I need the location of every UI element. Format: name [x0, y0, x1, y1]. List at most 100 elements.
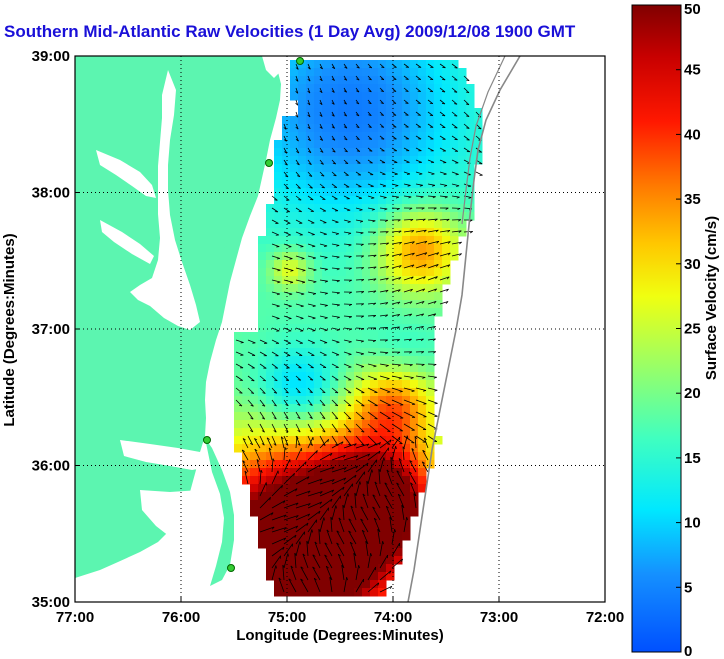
velocity-cell — [426, 396, 435, 405]
velocity-cell — [386, 460, 395, 469]
velocity-cell — [290, 484, 299, 493]
velocity-cell — [258, 500, 267, 509]
chesapeake-tributary-water — [96, 150, 156, 198]
current-vector — [295, 423, 301, 433]
current-vector — [403, 135, 409, 140]
current-vector — [307, 529, 313, 545]
current-vector — [312, 566, 321, 581]
velocity-cell — [402, 444, 411, 453]
current-vector — [386, 469, 393, 485]
velocity-cell — [306, 100, 315, 109]
current-vector-head — [312, 305, 316, 308]
velocity-cell — [410, 332, 419, 341]
current-vector-head — [297, 416, 301, 420]
current-vector — [343, 411, 352, 420]
velocity-cell — [266, 300, 275, 309]
velocity-cell — [418, 92, 427, 101]
velocity-cell — [290, 380, 299, 389]
velocity-cell — [370, 268, 379, 277]
current-vector — [355, 219, 363, 222]
velocity-cell — [362, 132, 371, 141]
current-vector — [319, 231, 327, 235]
velocity-cell — [378, 244, 387, 253]
current-vector-head — [295, 126, 299, 130]
velocity-cell — [250, 492, 259, 501]
current-vector — [307, 99, 311, 106]
velocity-cell — [338, 356, 347, 365]
velocity-cell — [402, 76, 411, 85]
velocity-cell — [258, 332, 267, 341]
current-vector-head — [262, 379, 266, 382]
velocity-cell — [394, 236, 403, 245]
current-vector-head — [306, 522, 309, 526]
current-vector — [427, 123, 434, 128]
velocity-cell — [274, 284, 283, 293]
velocity-cell — [274, 348, 283, 357]
velocity-cell — [266, 292, 275, 301]
velocity-cell — [354, 412, 363, 421]
velocity-cell — [450, 92, 459, 101]
velocity-cell — [314, 156, 323, 165]
velocity-cell — [402, 332, 411, 341]
velocity-cell — [338, 292, 347, 301]
current-vector — [307, 387, 313, 393]
current-vector — [366, 481, 369, 497]
velocity-cell — [330, 348, 339, 357]
velocity-cell — [266, 364, 275, 373]
current-vector-head — [324, 292, 328, 295]
current-vector-head — [295, 114, 299, 118]
current-vector — [439, 75, 446, 81]
current-vector-head — [360, 315, 365, 318]
velocity-cell — [418, 188, 427, 197]
current-vector-head — [368, 90, 372, 93]
current-vector — [295, 219, 303, 224]
current-vector — [271, 255, 280, 259]
current-vector-head — [324, 268, 328, 271]
velocity-cell — [330, 396, 339, 405]
velocity-cell — [338, 68, 347, 77]
velocity-cell — [386, 292, 395, 301]
velocity-cell — [410, 228, 419, 237]
colorbar-label: Surface Velocity (cm/s) — [703, 216, 720, 380]
current-vector — [413, 493, 417, 509]
velocity-cell — [434, 100, 443, 109]
current-vector-head — [371, 208, 375, 211]
current-vector — [379, 183, 387, 187]
current-vector-head — [385, 277, 389, 281]
velocity-cell — [354, 196, 363, 205]
current-vector-head — [262, 404, 266, 407]
velocity-cell — [402, 412, 411, 421]
velocity-cell — [282, 212, 291, 221]
velocity-cell — [338, 180, 347, 189]
velocity-cell — [322, 268, 331, 277]
velocity-cell — [466, 172, 475, 181]
velocity-cell — [258, 508, 267, 517]
velocity-cell — [234, 396, 243, 405]
velocity-cell — [298, 516, 307, 525]
velocity-cell — [258, 380, 267, 389]
current-vector-head — [297, 430, 301, 433]
current-vector-head — [368, 66, 372, 69]
current-vector-head — [354, 474, 357, 478]
velocity-cell — [386, 340, 395, 349]
velocity-cell — [394, 132, 403, 141]
current-vector — [343, 363, 352, 368]
current-vector — [271, 485, 283, 497]
velocity-cell — [282, 124, 291, 133]
velocity-cell — [338, 324, 347, 333]
current-vector — [451, 87, 458, 93]
velocity-cell — [394, 492, 403, 501]
current-vector — [367, 351, 377, 354]
velocity-cell — [330, 364, 339, 373]
current-vector — [307, 351, 315, 356]
current-vector — [427, 63, 434, 68]
current-vector-head — [331, 126, 335, 129]
current-vector-head — [374, 430, 378, 433]
longitude-ticks: 77:00 76:00 75:00 74:00 73:00 72:00 — [56, 597, 624, 626]
velocity-cell — [274, 548, 283, 557]
current-vector-head — [296, 151, 300, 154]
velocity-cell — [290, 348, 299, 357]
current-vector — [341, 565, 345, 581]
velocity-cell — [458, 156, 467, 165]
current-vector — [403, 411, 416, 418]
